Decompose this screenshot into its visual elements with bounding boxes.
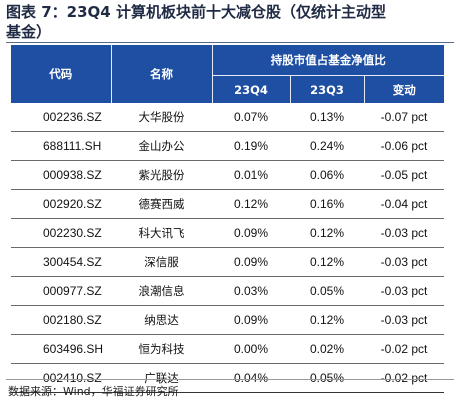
table-row: 002920.SZ 德赛西威 0.12% 0.16% -0.04 pct	[11, 189, 445, 219]
cell-23q4: 0.03%	[212, 276, 290, 306]
header-code: 代码	[11, 45, 111, 103]
cell-code: 002230.SZ	[11, 218, 111, 248]
cell-23q3: 0.06%	[290, 160, 364, 190]
cell-code: 603496.SH	[11, 334, 111, 364]
cell-code: 688111.SH	[11, 131, 111, 161]
cell-23q3: 0.05%	[290, 276, 364, 306]
header-23q3: 23Q3	[289, 75, 364, 103]
cell-change: -0.02 pct	[364, 334, 445, 364]
cell-change: -0.03 pct	[364, 276, 445, 306]
holdings-table: 代码 名称 持股市值占基金净值比 23Q4 23Q3 变动 002236.SZ …	[11, 45, 445, 393]
cell-change: -0.02 pct	[364, 363, 445, 393]
header-name: 名称	[110, 45, 212, 103]
source-note: 数据来源：Wind，华福证券研究所	[8, 385, 179, 398]
figure-title-line-1: 图表 7：23Q4 计算机板块前十大减仓股（仅统计主动型	[6, 3, 386, 21]
cell-23q3: 0.05%	[290, 363, 364, 393]
cell-change: -0.06 pct	[364, 131, 445, 161]
cell-23q4: 0.04%	[212, 363, 290, 393]
cell-name: 科大讯飞	[111, 218, 212, 248]
cell-23q4: 0.09%	[212, 305, 290, 335]
cell-23q4: 0.00%	[212, 334, 290, 364]
cell-name: 广联达	[111, 363, 212, 393]
cell-change: -0.03 pct	[364, 305, 445, 335]
table-row: 002410.SZ 广联达 0.04% 0.05% -0.02 pct	[11, 363, 445, 393]
title-divider	[6, 42, 454, 43]
table-row: 002236.SZ 大华股份 0.07% 0.13% -0.07 pct	[11, 103, 445, 132]
cell-name: 紫光股份	[111, 160, 212, 190]
cell-23q3: 0.12%	[290, 305, 364, 335]
cell-name: 浪潮信息	[111, 276, 212, 306]
cell-change: -0.04 pct	[364, 189, 445, 219]
table-row: 000977.SZ 浪潮信息 0.03% 0.05% -0.03 pct	[11, 276, 445, 306]
cell-code: 000938.SZ	[11, 160, 111, 190]
table-row: 002230.SZ 科大讯飞 0.09% 0.12% -0.03 pct	[11, 218, 445, 248]
cell-23q3: 0.12%	[290, 247, 364, 277]
cell-23q4: 0.09%	[212, 218, 290, 248]
header-group: 持股市值占基金净值比	[211, 45, 445, 76]
cell-23q4: 0.19%	[212, 131, 290, 161]
cell-name: 大华股份	[111, 103, 212, 132]
cell-change: -0.05 pct	[364, 160, 445, 190]
cell-code: 000977.SZ	[11, 276, 111, 306]
header-change: 变动	[363, 75, 445, 103]
cell-change: -0.03 pct	[364, 218, 445, 248]
cell-code: 002180.SZ	[11, 305, 111, 335]
cell-23q4: 0.01%	[212, 160, 290, 190]
table-row: 002180.SZ 纳思达 0.09% 0.12% -0.03 pct	[11, 305, 445, 335]
cell-code: 300454.SZ	[11, 247, 111, 277]
cell-23q3: 0.02%	[290, 334, 364, 364]
cell-23q3: 0.13%	[290, 103, 364, 132]
cell-name: 金山办公	[111, 131, 212, 161]
cell-23q4: 0.07%	[212, 103, 290, 132]
cell-23q4: 0.12%	[212, 189, 290, 219]
cell-name: 恒为科技	[111, 334, 212, 364]
cell-name: 深信服	[111, 247, 212, 277]
cell-change: -0.03 pct	[364, 247, 445, 277]
cell-23q4: 0.09%	[212, 247, 290, 277]
table-row: 300454.SZ 深信服 0.09% 0.12% -0.03 pct	[11, 247, 445, 277]
cell-code: 002410.SZ	[11, 363, 111, 393]
cell-23q3: 0.24%	[290, 131, 364, 161]
source-divider	[6, 379, 454, 380]
header-23q4: 23Q4	[211, 75, 290, 103]
cell-change: -0.07 pct	[364, 103, 445, 132]
cell-code: 002236.SZ	[11, 103, 111, 132]
table-row: 603496.SH 恒为科技 0.00% 0.02% -0.02 pct	[11, 334, 445, 364]
figure-title-line-2: 基金）	[6, 23, 52, 41]
table-row: 000938.SZ 紫光股份 0.01% 0.06% -0.05 pct	[11, 160, 445, 190]
table-row: 688111.SH 金山办公 0.19% 0.24% -0.06 pct	[11, 131, 445, 161]
cell-23q3: 0.16%	[290, 189, 364, 219]
cell-code: 002920.SZ	[11, 189, 111, 219]
cell-23q3: 0.12%	[290, 218, 364, 248]
figure-title: 图表 7：23Q4 计算机板块前十大减仓股（仅统计主动型 基金）	[6, 2, 454, 42]
cell-name: 德赛西威	[111, 189, 212, 219]
cell-name: 纳思达	[111, 305, 212, 335]
